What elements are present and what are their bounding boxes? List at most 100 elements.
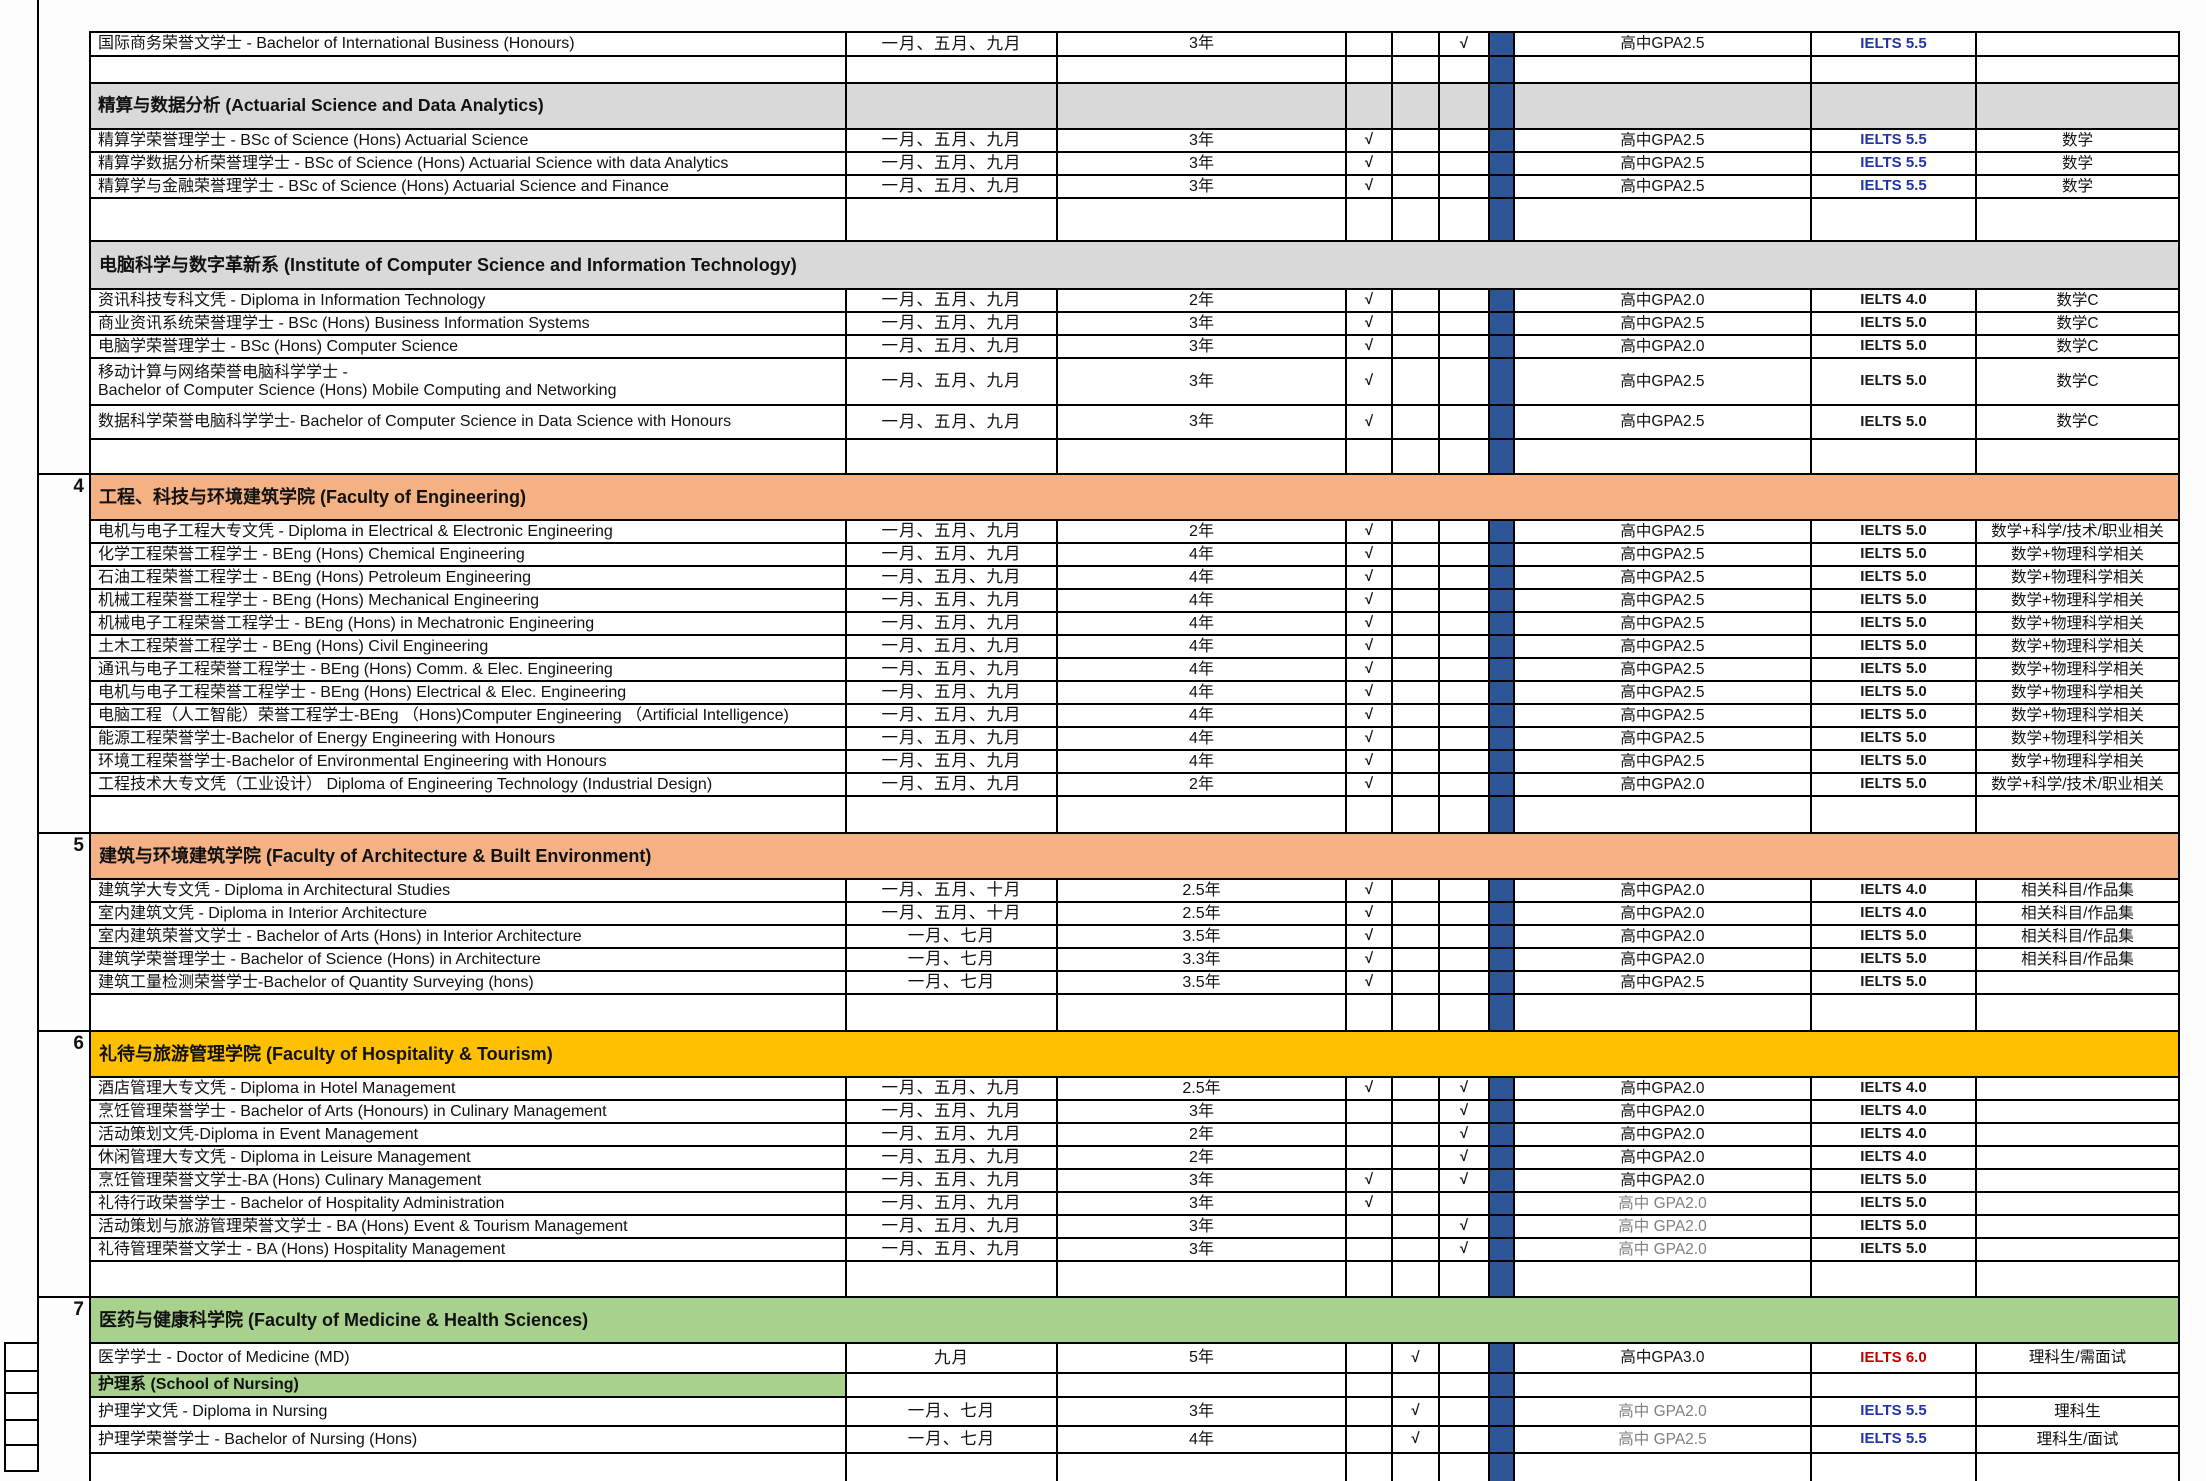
cell-duration[interactable]: 4年 [1058, 705, 1347, 728]
cell-check-3[interactable] [1440, 1262, 1490, 1298]
cell-program-name[interactable]: 石油工程荣誉工程学士 - BEng (Hons) Petroleum Engin… [91, 567, 847, 590]
cell-duration[interactable] [1058, 84, 1347, 130]
cell-check-3[interactable]: √ [1440, 1124, 1490, 1147]
cell-intake[interactable] [847, 1454, 1058, 1481]
cell-intake[interactable]: 一月、五月、九月 [847, 705, 1058, 728]
cell-duration[interactable]: 2年 [1058, 774, 1347, 797]
section-number[interactable]: 4 [37, 473, 89, 496]
cell-program-name[interactable]: 数据科学荣誉电脑科学学士- Bachelor of Computer Scien… [91, 406, 847, 440]
cell-ielts[interactable]: IELTS 5.5 [1812, 176, 1977, 199]
section-header-cell[interactable]: 工程、科技与环境建筑学院 (Faculty of Engineering) [91, 475, 2178, 521]
cell-check-1[interactable]: √ [1347, 926, 1393, 949]
cell-gpa[interactable]: 高中GPA2.0 [1515, 336, 1812, 359]
cell-check-2[interactable] [1393, 728, 1440, 751]
cell-intake[interactable]: 一月、五月、九月 [847, 176, 1058, 199]
cell-subject[interactable]: 数学+物理科学相关 [1977, 567, 2178, 590]
cell-program-name[interactable]: 活动策划文凭-Diploma in Event Management [91, 1124, 847, 1147]
cell-check-1[interactable] [1347, 1147, 1393, 1170]
cell-check-2[interactable] [1393, 153, 1440, 176]
cell-gpa[interactable]: 高中GPA2.0 [1515, 774, 1812, 797]
cell-check-3[interactable] [1440, 797, 1490, 834]
cell-check-3[interactable] [1440, 57, 1490, 84]
cell-subject[interactable] [1977, 1193, 2178, 1216]
cell-program-name[interactable]: 烹饪管理荣誉学士 - Bachelor of Arts (Honours) in… [91, 1101, 847, 1124]
cell-check-3[interactable]: √ [1440, 1239, 1490, 1262]
cell-gpa[interactable]: 高中GPA3.0 [1515, 1344, 1812, 1374]
cell-program-name[interactable]: 活动策划与旅游管理荣誉文学士 - BA (Hons) Event & Touri… [91, 1216, 847, 1239]
cell-subject[interactable]: 数学C [1977, 359, 2178, 406]
cell-intake[interactable]: 一月、五月、九月 [847, 33, 1058, 57]
cell-check-2[interactable] [1393, 57, 1440, 84]
cell-gpa[interactable]: 高中 GPA2.0 [1515, 1216, 1812, 1239]
cell-check-1[interactable]: √ [1347, 359, 1393, 406]
cell-check-2[interactable] [1393, 636, 1440, 659]
cell-ielts[interactable] [1812, 440, 1977, 475]
cell-subject[interactable]: 数学+物理科学相关 [1977, 590, 2178, 613]
cell-duration[interactable]: 4年 [1058, 659, 1347, 682]
cell-duration[interactable]: 3年 [1058, 336, 1347, 359]
cell-check-1[interactable] [1347, 1454, 1393, 1481]
cell-check-1[interactable] [1347, 1101, 1393, 1124]
cell-gpa[interactable]: 高中GPA2.0 [1515, 1124, 1812, 1147]
cell-intake[interactable]: 一月、五月、九月 [847, 1193, 1058, 1216]
cell-ielts[interactable]: IELTS 5.0 [1812, 705, 1977, 728]
cell-check-2[interactable] [1393, 521, 1440, 544]
cell-program-name[interactable]: 烹饪管理荣誉文学士-BA (Hons) Culinary Management [91, 1170, 847, 1193]
cell-subject[interactable]: 数学C [1977, 313, 2178, 336]
cell-duration[interactable]: 3年 [1058, 1101, 1347, 1124]
cell-check-3[interactable] [1440, 590, 1490, 613]
cell-subject[interactable]: 数学+物理科学相关 [1977, 613, 2178, 636]
cell-check-2[interactable] [1393, 1454, 1440, 1481]
cell-check-1[interactable]: √ [1347, 521, 1393, 544]
cell-check-2[interactable] [1393, 1124, 1440, 1147]
cell-check-3[interactable] [1440, 613, 1490, 636]
cell-check-2[interactable] [1393, 1262, 1440, 1298]
cell-check-1[interactable]: √ [1347, 705, 1393, 728]
cell-ielts[interactable]: IELTS 5.0 [1812, 1193, 1977, 1216]
cell-subject[interactable]: 理科生 [1977, 1398, 2178, 1427]
cell-subject[interactable]: 数学+物理科学相关 [1977, 544, 2178, 567]
cell-duration[interactable]: 3年 [1058, 1398, 1347, 1427]
cell-ielts[interactable] [1812, 797, 1977, 834]
section-header-cell[interactable]: 电脑科学与数字革新系 (Institute of Computer Scienc… [91, 242, 2178, 290]
margin-cell[interactable] [4, 1444, 39, 1472]
cell-duration[interactable]: 3年 [1058, 359, 1347, 406]
cell-check-1[interactable]: √ [1347, 751, 1393, 774]
cell-subject[interactable]: 理科生/面试 [1977, 1427, 2178, 1454]
cell-intake[interactable]: 一月、五月、九月 [847, 406, 1058, 440]
cell-check-1[interactable]: √ [1347, 130, 1393, 153]
cell-check-1[interactable]: √ [1347, 880, 1393, 903]
cell-check-1[interactable]: √ [1347, 544, 1393, 567]
cell-intake[interactable]: 一月、七月 [847, 949, 1058, 972]
cell-duration[interactable]: 3年 [1058, 1239, 1347, 1262]
cell-check-1[interactable] [1347, 1398, 1393, 1427]
cell-subject[interactable] [1977, 440, 2178, 475]
cell-intake[interactable] [847, 797, 1058, 834]
cell-intake[interactable]: 一月、五月、九月 [847, 1147, 1058, 1170]
cell-program-name[interactable]: 护理系 (School of Nursing) [91, 1374, 847, 1398]
cell-program-name[interactable]: 电机与电子工程大专文凭 - Diploma in Electrical & El… [91, 521, 847, 544]
cell-check-1[interactable]: √ [1347, 728, 1393, 751]
cell-check-2[interactable] [1393, 880, 1440, 903]
cell-gpa[interactable]: 高中GPA2.5 [1515, 567, 1812, 590]
section-header-cell[interactable]: 医药与健康科学院 (Faculty of Medicine & Health S… [91, 1298, 2178, 1344]
cell-check-2[interactable] [1393, 290, 1440, 313]
cell-gpa[interactable] [1515, 57, 1812, 84]
cell-subject[interactable]: 数学C [1977, 336, 2178, 359]
cell-intake[interactable]: 一月、五月、九月 [847, 359, 1058, 406]
cell-check-2[interactable] [1393, 705, 1440, 728]
cell-gpa[interactable]: 高中GPA2.0 [1515, 880, 1812, 903]
cell-check-1[interactable]: √ [1347, 682, 1393, 705]
cell-program-name[interactable]: 移动计算与网络荣誉电脑科学学士 - Bachelor of Computer S… [91, 359, 847, 406]
cell-intake[interactable] [847, 440, 1058, 475]
cell-program-name[interactable]: 环境工程荣誉学士-Bachelor of Environmental Engin… [91, 751, 847, 774]
cell-intake[interactable]: 一月、五月、九月 [847, 544, 1058, 567]
cell-check-3[interactable]: √ [1440, 1101, 1490, 1124]
cell-intake[interactable]: 一月、五月、九月 [847, 613, 1058, 636]
cell-check-1[interactable]: √ [1347, 1170, 1393, 1193]
cell-program-name[interactable] [91, 1454, 847, 1481]
cell-ielts[interactable]: IELTS 5.0 [1812, 1216, 1977, 1239]
cell-gpa[interactable] [1515, 1374, 1812, 1398]
cell-subject[interactable] [1977, 972, 2178, 995]
cell-check-3[interactable] [1440, 1193, 1490, 1216]
